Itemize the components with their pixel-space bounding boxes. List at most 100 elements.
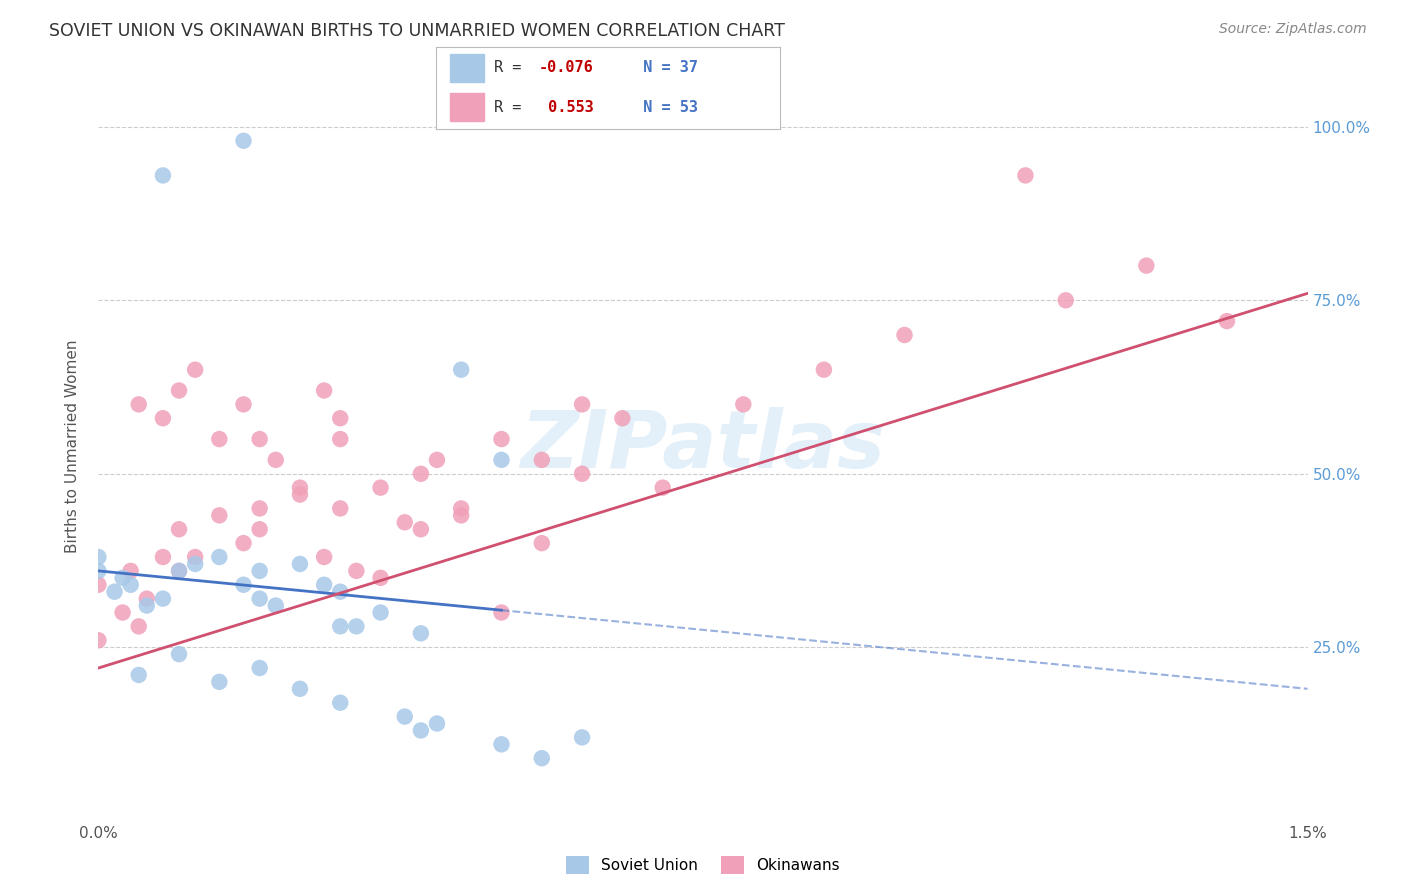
Point — [329, 696, 352, 710]
Point — [208, 549, 231, 564]
Bar — [450, 94, 484, 121]
Point — [87, 633, 110, 648]
Point — [208, 674, 231, 689]
Point — [152, 169, 174, 183]
Point — [111, 606, 134, 620]
Point — [426, 716, 449, 731]
Point — [612, 411, 634, 425]
Point — [491, 453, 513, 467]
Point — [1135, 259, 1157, 273]
Point — [491, 432, 513, 446]
Point — [208, 432, 231, 446]
Point — [314, 578, 336, 592]
Point — [329, 501, 352, 516]
Point — [450, 362, 472, 376]
Point — [128, 397, 150, 411]
Point — [184, 557, 207, 571]
Point — [329, 432, 352, 446]
Text: -0.076: -0.076 — [540, 61, 593, 75]
Point — [329, 584, 352, 599]
Point — [249, 522, 271, 536]
Text: ZIPatlas: ZIPatlas — [520, 407, 886, 485]
Point — [232, 536, 254, 550]
Point — [571, 397, 593, 411]
Text: 0.553: 0.553 — [540, 100, 593, 115]
Point — [167, 564, 190, 578]
Point — [409, 522, 432, 536]
Point — [87, 549, 110, 564]
Point — [288, 481, 311, 495]
Point — [120, 564, 142, 578]
Text: Source: ZipAtlas.com: Source: ZipAtlas.com — [1219, 22, 1367, 37]
Text: N = 53: N = 53 — [626, 100, 699, 115]
Point — [264, 453, 287, 467]
Text: R =: R = — [495, 61, 531, 75]
Point — [344, 564, 367, 578]
Point — [409, 467, 432, 481]
Point — [249, 661, 271, 675]
Point — [813, 362, 835, 376]
Point — [314, 549, 336, 564]
Point — [571, 467, 593, 481]
Point — [329, 619, 352, 633]
Point — [135, 599, 157, 613]
Point — [232, 134, 254, 148]
Point — [249, 501, 271, 516]
Point — [571, 731, 593, 745]
Point — [152, 411, 174, 425]
Point — [394, 516, 416, 530]
Point — [288, 487, 311, 501]
Point — [530, 751, 553, 765]
Point — [530, 453, 553, 467]
Point — [103, 584, 125, 599]
Point — [152, 549, 174, 564]
Point — [329, 411, 352, 425]
Point — [491, 606, 513, 620]
Point — [249, 591, 271, 606]
Point — [264, 599, 287, 613]
Point — [184, 362, 207, 376]
Point — [394, 709, 416, 723]
Point — [733, 397, 755, 411]
Point — [135, 591, 157, 606]
Point — [370, 571, 392, 585]
Point — [370, 606, 392, 620]
Point — [249, 564, 271, 578]
Point — [314, 384, 336, 398]
Point — [344, 619, 367, 633]
Point — [409, 723, 432, 738]
Point — [651, 481, 673, 495]
Point — [152, 591, 174, 606]
Point — [232, 397, 254, 411]
Point — [450, 508, 472, 523]
Point — [167, 564, 190, 578]
Point — [120, 578, 142, 592]
Y-axis label: Births to Unmarried Women: Births to Unmarried Women — [65, 339, 80, 553]
Point — [426, 453, 449, 467]
Text: R =: R = — [495, 100, 531, 115]
Point — [1054, 293, 1077, 308]
Point — [530, 536, 553, 550]
Point — [167, 522, 190, 536]
Point — [249, 432, 271, 446]
Point — [184, 549, 207, 564]
Bar — [450, 54, 484, 82]
Point — [893, 328, 915, 343]
Point — [167, 384, 190, 398]
Point — [370, 481, 392, 495]
Point — [409, 626, 432, 640]
Point — [450, 501, 472, 516]
Point — [288, 557, 311, 571]
Legend: Soviet Union, Okinawans: Soviet Union, Okinawans — [560, 849, 846, 880]
Point — [491, 737, 513, 751]
Point — [208, 508, 231, 523]
Point — [87, 578, 110, 592]
Point — [111, 571, 134, 585]
Point — [1014, 169, 1036, 183]
Point — [128, 619, 150, 633]
Text: SOVIET UNION VS OKINAWAN BIRTHS TO UNMARRIED WOMEN CORRELATION CHART: SOVIET UNION VS OKINAWAN BIRTHS TO UNMAR… — [49, 22, 785, 40]
Text: N = 37: N = 37 — [626, 61, 699, 75]
Point — [87, 564, 110, 578]
Point — [128, 668, 150, 682]
Point — [167, 647, 190, 661]
